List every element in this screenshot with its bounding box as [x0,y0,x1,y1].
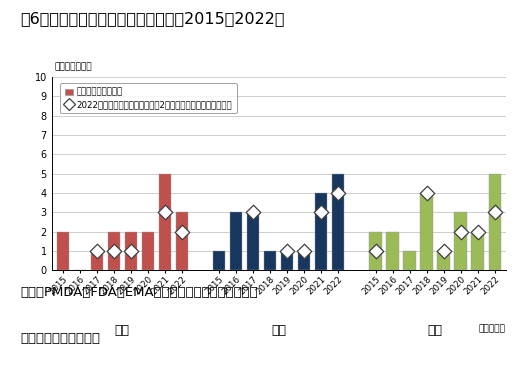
Text: （承認品目数）: （承認品目数） [54,63,92,71]
Bar [281,251,293,270]
Bar [107,232,120,270]
Text: 日本: 日本 [115,324,130,337]
Text: 図6　再生医療等製品の新規承認数（2015～2022）: 図6 再生医療等製品の新規承認数（2015～2022） [21,12,285,27]
Text: 出所：PMDA、FDA、EMAの各公開情報をもとに医薬産: 出所：PMDA、FDA、EMAの各公開情報をもとに医薬産 [21,286,259,299]
Legend: 承認を受けた品目数, 2022年末時点で日米欧いずれか2極以上の承認を受けた品目数: 承認を受けた品目数, 2022年末時点で日米欧いずれか2極以上の承認を受けた品目… [60,83,237,113]
Point [491,209,499,215]
Bar [472,232,483,270]
Bar [369,232,382,270]
Point [109,248,118,254]
Bar [213,251,225,270]
Bar [404,251,416,270]
Text: 米国: 米国 [271,324,286,337]
Bar [230,212,242,270]
Bar [175,212,188,270]
Text: （承認年）: （承認年） [479,324,506,333]
Bar [90,251,103,270]
Point [440,248,448,254]
Point [126,248,135,254]
Bar [315,193,327,270]
Point [249,209,257,215]
Point [92,248,101,254]
Bar [438,251,450,270]
Bar [298,251,310,270]
Text: 業政策研究所にて作成: 業政策研究所にて作成 [21,332,101,345]
Bar [158,174,171,270]
Bar [141,232,154,270]
Point [160,209,169,215]
Bar [455,212,467,270]
Bar [57,232,69,270]
Point [283,248,291,254]
Point [372,248,380,254]
Point [300,248,308,254]
Point [423,190,431,196]
Point [178,229,186,235]
Point [474,229,482,235]
Bar [386,232,399,270]
Bar [247,212,259,270]
Bar [421,193,433,270]
Bar [124,232,137,270]
Text: 欧州: 欧州 [428,324,443,337]
Bar [264,251,276,270]
Point [334,190,342,196]
Bar [332,174,344,270]
Bar [489,174,501,270]
Point [457,229,465,235]
Point [317,209,325,215]
